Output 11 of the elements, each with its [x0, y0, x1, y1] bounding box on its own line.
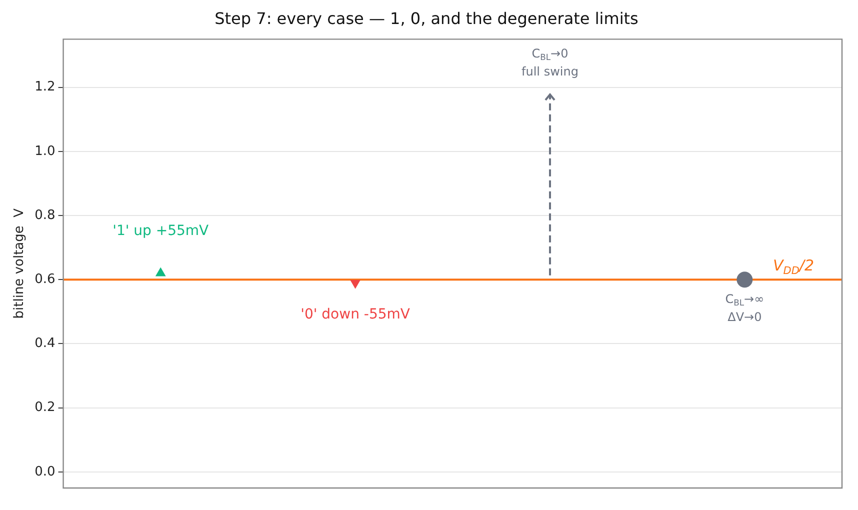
y-tick-label: 0.6 [34, 272, 56, 288]
annotation: '0' down -55mV [300, 306, 410, 322]
y-tick-label: 1.2 [34, 80, 56, 95]
y-tick-label: 0.4 [34, 336, 56, 352]
y-tick-label: 0.8 [34, 208, 56, 223]
y-axis-title: bitline voltage V [12, 208, 28, 319]
y-tick-label: 0.2 [34, 400, 56, 416]
y-tick-label: 0.0 [34, 464, 56, 480]
chart-title: Step 7: every case — 1, 0, and the degenerate limits [214, 8, 638, 28]
annotation: '1' up +55mV [112, 222, 210, 239]
y-tick-label: 1.0 [34, 144, 56, 159]
